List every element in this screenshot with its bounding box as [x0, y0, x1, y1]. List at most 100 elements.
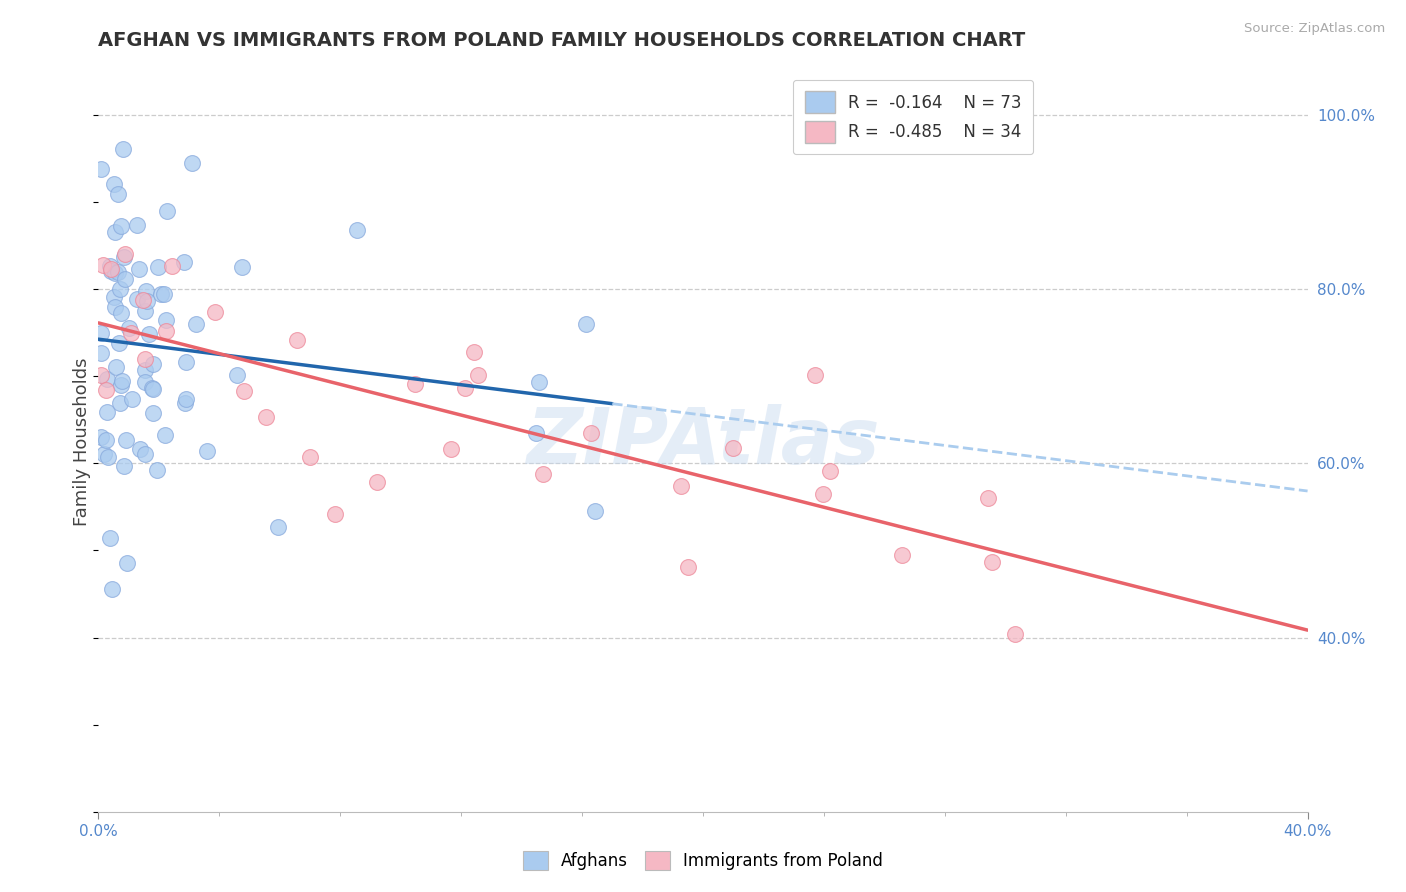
Point — [103, 290, 125, 304]
Point — [346, 223, 368, 237]
Point — [90, 326, 112, 340]
Point — [195, 443, 218, 458]
Point — [323, 507, 346, 521]
Point — [531, 467, 554, 481]
Point — [100, 263, 122, 277]
Point — [132, 293, 155, 307]
Y-axis label: Family Households: Family Households — [73, 358, 91, 525]
Point — [150, 287, 173, 301]
Point — [96, 372, 118, 386]
Point — [134, 352, 156, 367]
Point — [155, 325, 177, 339]
Point — [110, 396, 132, 410]
Point — [153, 427, 176, 442]
Point — [138, 327, 160, 342]
Point — [110, 219, 132, 233]
Point — [90, 161, 112, 176]
Point — [128, 442, 150, 456]
Point — [804, 368, 827, 382]
Point — [162, 259, 184, 273]
Point — [110, 282, 132, 296]
Point — [90, 346, 112, 360]
Point — [107, 264, 129, 278]
Legend: R =  -0.164    N = 73, R =  -0.485    N = 34: R = -0.164 N = 73, R = -0.485 N = 34 — [793, 79, 1033, 154]
Point — [575, 318, 598, 332]
Point — [678, 560, 700, 574]
Point — [96, 405, 118, 419]
Point — [91, 258, 114, 272]
Point — [404, 377, 426, 392]
Point — [174, 392, 197, 406]
Point — [233, 384, 256, 398]
Point — [115, 433, 138, 447]
Point — [583, 504, 606, 518]
Point — [114, 246, 136, 260]
Text: Source: ZipAtlas.com: Source: ZipAtlas.com — [1244, 22, 1385, 36]
Point — [981, 555, 1004, 569]
Point — [98, 259, 121, 273]
Point — [524, 425, 547, 440]
Point — [96, 383, 118, 397]
Point — [94, 434, 117, 448]
Point — [463, 345, 485, 359]
Point — [110, 378, 132, 392]
Point — [204, 304, 226, 318]
Point — [142, 406, 165, 420]
Point — [114, 272, 136, 286]
Point — [112, 458, 135, 473]
Point — [136, 293, 159, 308]
Point — [977, 491, 1000, 505]
Point — [104, 300, 127, 314]
Point — [97, 450, 120, 464]
Point — [142, 383, 165, 397]
Point — [93, 446, 115, 460]
Point — [184, 317, 207, 331]
Point — [90, 430, 112, 444]
Point — [467, 368, 489, 382]
Point — [267, 520, 290, 534]
Point — [454, 381, 477, 395]
Point — [90, 368, 112, 382]
Point — [104, 225, 127, 239]
Point — [155, 313, 177, 327]
Point — [110, 306, 132, 320]
Point — [135, 284, 157, 298]
Point — [103, 178, 125, 192]
Point — [811, 487, 834, 501]
Point — [174, 396, 197, 410]
Point — [134, 363, 156, 377]
Point — [225, 368, 247, 382]
Point — [118, 321, 141, 335]
Point — [181, 156, 204, 170]
Text: AFGHAN VS IMMIGRANTS FROM POLAND FAMILY HOUSEHOLDS CORRELATION CHART: AFGHAN VS IMMIGRANTS FROM POLAND FAMILY … — [98, 31, 1025, 50]
Point — [440, 442, 463, 456]
Point — [111, 375, 134, 389]
Point — [298, 450, 321, 465]
Point — [134, 303, 156, 318]
Text: ZIPAtlas: ZIPAtlas — [526, 403, 880, 480]
Point — [127, 293, 149, 307]
Point — [148, 260, 170, 274]
Point — [128, 262, 150, 277]
Point — [669, 479, 692, 493]
Point — [173, 254, 195, 268]
Point — [156, 204, 179, 219]
Point — [117, 556, 139, 570]
Point — [101, 582, 124, 596]
Point — [581, 425, 603, 440]
Point — [721, 441, 744, 455]
Point — [146, 463, 169, 477]
Point — [527, 376, 550, 390]
Point — [104, 360, 127, 375]
Point — [100, 261, 122, 276]
Point — [108, 336, 131, 351]
Point — [98, 531, 121, 545]
Point — [112, 250, 135, 264]
Point — [111, 142, 134, 156]
Point — [174, 355, 197, 369]
Point — [231, 260, 253, 274]
Point — [285, 333, 308, 347]
Point — [818, 464, 841, 478]
Point — [125, 218, 148, 232]
Point — [104, 266, 127, 280]
